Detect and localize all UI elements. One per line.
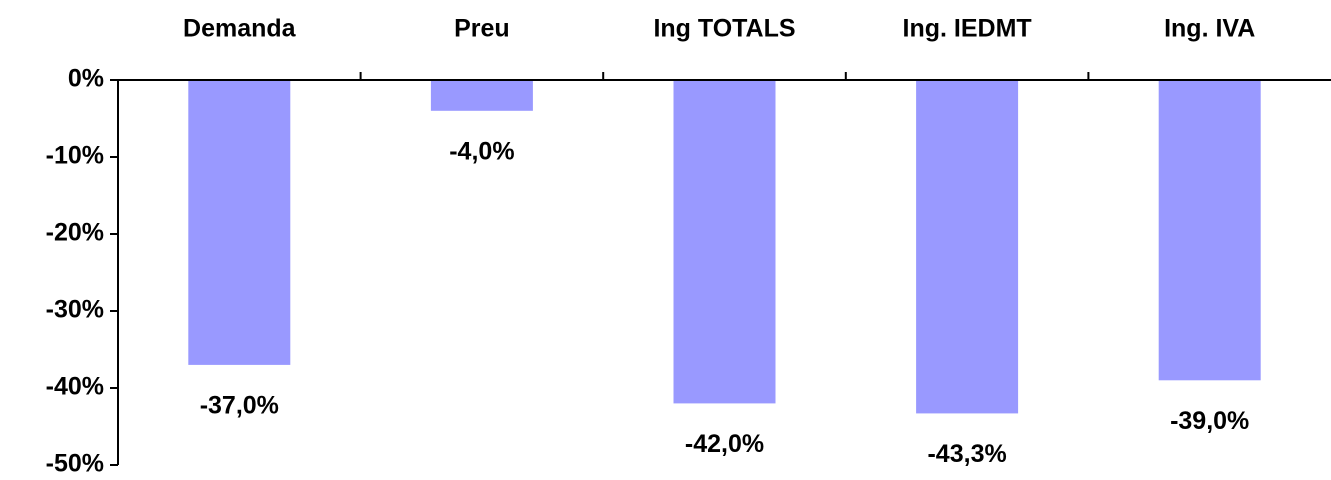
value-label: -37,0% (200, 392, 279, 420)
y-tick-label: -30% (46, 296, 104, 324)
x-tick-label: Ing. IVA (1164, 15, 1255, 43)
y-tick-label: -40% (46, 373, 104, 401)
value-label: -39,0% (1170, 407, 1249, 435)
bar (673, 80, 776, 404)
x-tick-label: Ing TOTALS (653, 15, 795, 43)
bar (430, 80, 533, 111)
x-tick-label: Demanda (183, 15, 297, 43)
y-tick-label: 0% (68, 65, 104, 93)
y-tick-label: -10% (46, 142, 104, 170)
value-label: -42,0% (685, 430, 764, 458)
x-tick-label: Ing. IEDMT (903, 15, 1032, 43)
value-label: -43,3% (927, 440, 1006, 468)
y-tick-label: -50% (46, 450, 104, 478)
bar (916, 80, 1019, 414)
bar (1158, 80, 1261, 381)
value-label: -4,0% (449, 137, 514, 165)
y-tick-label: -20% (46, 219, 104, 247)
bar (188, 80, 291, 365)
x-tick-label: Preu (454, 15, 510, 43)
